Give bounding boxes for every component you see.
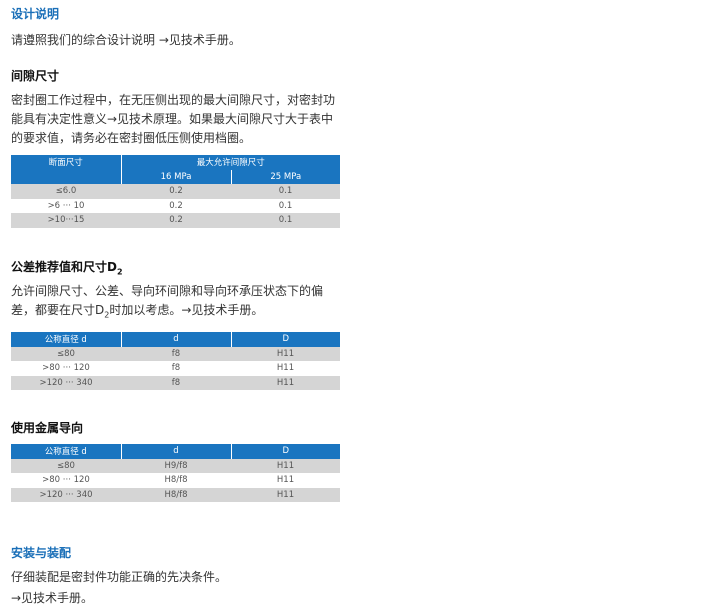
table-row: ≤80 f8 H11 <box>11 346 340 361</box>
install-line2: →见技术手册。 <box>11 591 94 605</box>
header-cell: 公称直径 d <box>11 444 121 459</box>
cell: >80 ··· 120 <box>11 473 121 488</box>
header-cell: D <box>230 332 340 347</box>
gap-table: 断面尺寸 最大允许间隙尺寸 16 MPa 25 MPa ≤6.0 0.2 0.1 >6 … <box>11 155 341 228</box>
install-line1: 仔细装配是密封件功能正确的先决条件。 <box>11 570 228 584</box>
subscript: 2 <box>116 267 123 277</box>
design-text: 请遵照我们的综合设计说明 →见技术手册。 <box>11 33 241 47</box>
cell: f8 <box>121 346 231 361</box>
cell: >120 ··· 340 <box>11 375 121 390</box>
cell: 0.2 <box>121 184 231 199</box>
cell: ≤80 <box>11 458 121 473</box>
cell: >120 ··· 340 <box>11 487 121 502</box>
table-row: >80 ··· 120 f8 H11 <box>11 361 340 376</box>
tolerance-heading: 公差推荐值和尺寸D2 <box>11 258 123 276</box>
cell: H8/f8 <box>121 487 231 502</box>
cell: 0.1 <box>231 184 341 199</box>
cell: >10···15 <box>11 213 121 228</box>
table-row: >120 ··· 340 f8 H11 <box>11 375 340 390</box>
cell: f8 <box>121 361 231 376</box>
header-cell: 16 MPa <box>120 169 231 184</box>
metal-guide-heading: 使用金属导向 <box>11 421 84 435</box>
cell: 0.2 <box>121 213 231 228</box>
table-row: >120 ··· 340 H8/f8 H11 <box>11 487 340 502</box>
cell: 0.1 <box>231 213 341 228</box>
install-heading: 安装与装配 <box>11 546 72 560</box>
table-row: ≤80 H9/f8 H11 <box>11 458 340 473</box>
cell: H11 <box>231 473 340 488</box>
header-cell: 最大允许间隙尺寸 <box>120 155 341 170</box>
text-part: 允许间隙尺寸、公差、导向环间隙和导向环承压状态下的偏差，都要在尺寸D <box>11 284 324 317</box>
design-heading: 设计说明 <box>11 7 60 21</box>
cell: 0.1 <box>231 198 341 213</box>
header-cell: D <box>230 444 340 459</box>
cell: H9/f8 <box>121 458 231 473</box>
heading-text: 公差推荐值和尺寸D <box>11 260 117 274</box>
cell: 0.2 <box>121 198 231 213</box>
tolerance-text: 允许间隙尺寸、公差、导向环间隙和导向环承压状态下的偏差，都要在尺寸D2时加以考虑… <box>11 282 346 324</box>
header-cell: 断面尺寸 <box>11 155 121 170</box>
header-cell: 25 MPa <box>230 169 341 184</box>
cell: H8/f8 <box>121 473 231 488</box>
cell: >80 ··· 120 <box>11 361 121 376</box>
table-row: >6 ··· 10 0.2 0.1 <box>11 198 341 213</box>
table-row: >80 ··· 120 H8/f8 H11 <box>11 473 340 488</box>
cell: H11 <box>231 361 340 376</box>
header-cell: 公称直径 d <box>11 332 121 347</box>
header-cell <box>11 169 121 184</box>
header-cell: d <box>120 332 231 347</box>
subscript: 2 <box>104 310 110 320</box>
cell: >6 ··· 10 <box>11 198 121 213</box>
cell: H11 <box>231 375 340 390</box>
cell: f8 <box>121 375 231 390</box>
cell: ≤80 <box>11 346 121 361</box>
table-row: ≤6.0 0.2 0.1 <box>11 184 341 199</box>
gap-heading: 间隙尺寸 <box>11 69 60 83</box>
cell: H11 <box>231 458 340 473</box>
header-cell: d <box>120 444 231 459</box>
cell: H11 <box>231 346 340 361</box>
cell: ≤6.0 <box>11 184 121 199</box>
gap-text: 密封圈工作过程中，在无压侧出现的最大间隙尺寸，对密封功能具有决定性意义→见技术原… <box>11 93 336 145</box>
table-row: >10···15 0.2 0.1 <box>11 213 341 228</box>
cell: H11 <box>231 487 340 502</box>
text-part: 时加以考虑。→见技术手册。 <box>109 303 264 317</box>
